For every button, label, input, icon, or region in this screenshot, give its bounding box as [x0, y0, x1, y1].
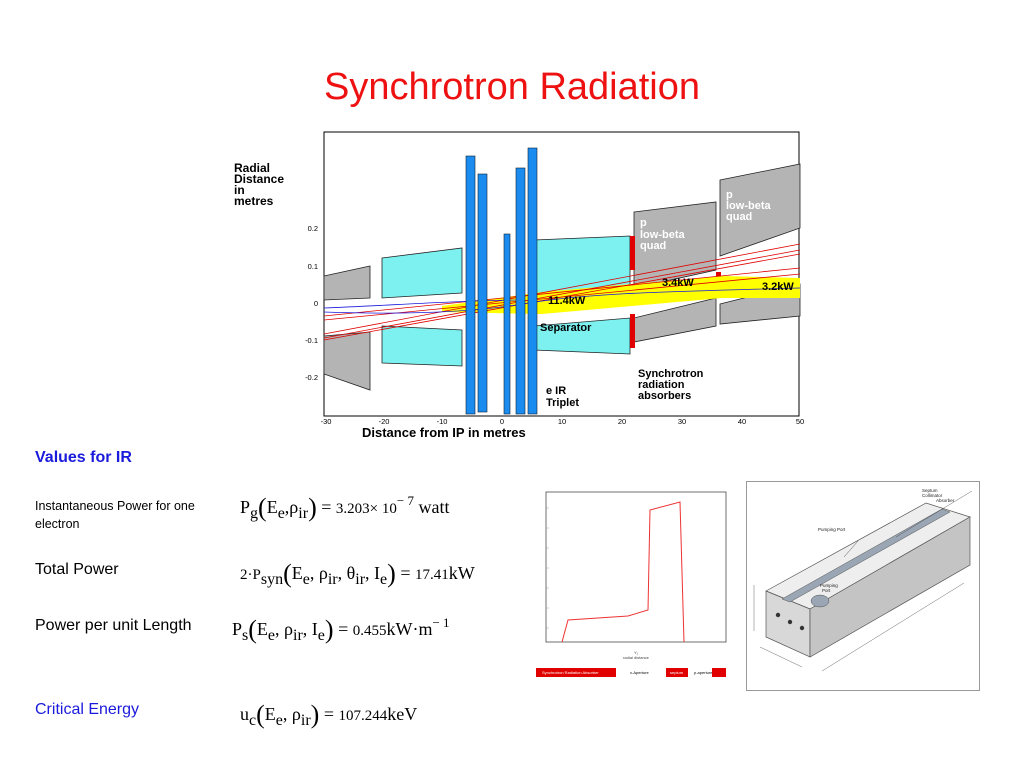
power-label: 3.4kW — [662, 277, 694, 289]
y-tick-label: -0.1 — [305, 336, 318, 345]
front-hole — [787, 619, 793, 625]
annotation-text: low-beta — [726, 200, 771, 212]
values-heading: Values for IR — [35, 449, 132, 466]
y-tick-labels: 0.2 0.1 0 -0.1 -0.2 — [305, 224, 318, 382]
absorber-3d-drawing: Septum Collimator Absorber Pumping Port … — [746, 481, 980, 691]
y-label-line: Distance — [234, 172, 284, 186]
dimension-lines — [753, 490, 973, 672]
formula-total-power: 2·Psyn(Ee, ρir, θir, Ie) = 17.41kW — [240, 559, 475, 588]
triplet-label: Triplet — [546, 397, 579, 409]
x-tick-labels: -30 -20 -10 0 10 20 30 40 50 — [321, 417, 805, 426]
pumping-port — [810, 594, 830, 608]
gray-block — [719, 163, 801, 257]
annotation-text: quad — [726, 211, 752, 223]
formula-critical-energy: uc(Ee, ρir) = 107.244keV — [240, 700, 418, 729]
absorbers-label: radiation — [638, 379, 685, 391]
magnet — [527, 147, 538, 415]
absorber-red — [630, 236, 635, 270]
block-side-face — [809, 516, 971, 658]
annotation-text: low-beta — [640, 229, 685, 241]
svg-text:radial distance: radial distance — [623, 655, 650, 660]
plot-x-label: Y₁ radial distance — [623, 650, 650, 660]
separator-label: Separator — [540, 322, 592, 334]
legend-item: p-aperture — [694, 670, 713, 675]
front-hole — [775, 612, 781, 618]
drawing-label: Septum — [922, 488, 938, 493]
power-density-plot-thumbnail: Y₁ radial distance Synchrotron Radiation… — [536, 491, 727, 677]
row-label-power-per-length: Power per unit Length — [35, 617, 192, 634]
x-tick-label: 40 — [738, 417, 746, 426]
ir-layout-diagram: Radial Distance in metres 0.2 0.1 0 -0.1… — [234, 131, 805, 440]
cyan-region — [381, 325, 463, 367]
svg-text:Y₁: Y₁ — [634, 650, 639, 655]
y-label-line: metres — [234, 194, 274, 208]
slide-title: Synchrotron Radiation — [324, 66, 700, 108]
blue-magnets — [465, 147, 538, 415]
absorbers-label: absorbers — [638, 390, 691, 402]
x-tick-label: 50 — [796, 417, 804, 426]
x-tick-label: -30 — [321, 417, 332, 426]
x-tick-label: 10 — [558, 417, 566, 426]
plot-legend: Synchrotron Radiation Absorber x-Apertur… — [536, 668, 726, 677]
x-tick-label: 20 — [618, 417, 626, 426]
gray-block — [323, 265, 371, 301]
y-tick-label: -0.2 — [305, 373, 318, 382]
y-tick-label: 0.2 — [308, 224, 318, 233]
collimator-groove — [781, 508, 951, 603]
plot-frame — [545, 491, 727, 643]
formula-instantaneous-power: Pg(Ee,ρir) = 3.203× 10− 7 watt — [240, 493, 450, 522]
legend-item: Synchrotron Radiation Absorber — [542, 670, 599, 675]
absorber-red — [630, 314, 635, 348]
cyan-region — [381, 247, 463, 299]
front-hole — [799, 625, 805, 631]
magnet — [477, 173, 488, 413]
magnet — [465, 155, 476, 415]
annotation-text: p — [640, 217, 647, 229]
triplet-label: e IR — [546, 385, 566, 397]
drawing-label: Absorber — [936, 498, 955, 503]
y-tick-label: 0.1 — [308, 262, 318, 271]
y-axis-label: Radial Distance in metres — [234, 161, 284, 208]
legend-swatch — [712, 668, 726, 677]
row-label-critical-energy: Critical Energy — [35, 701, 140, 718]
magnet — [503, 233, 511, 415]
gray-block — [323, 331, 371, 391]
power-label: 3.2kW — [762, 281, 794, 293]
plot-ticks — [546, 507, 549, 629]
drawing-label: Pumping — [820, 583, 838, 588]
row-label-instantaneous-power: Instantaneous Power for one electron — [35, 499, 195, 531]
legend-item: septum — [670, 670, 684, 675]
annotation-text: p — [726, 189, 733, 201]
annotation-text: quad — [640, 240, 666, 252]
row-label-total-power: Total Power — [35, 561, 119, 578]
x-tick-label: 0 — [500, 417, 504, 426]
drawing-label: Collimator — [922, 493, 943, 498]
legend-item: x-Aperture — [630, 670, 649, 675]
y-tick-label: 0 — [314, 299, 318, 308]
legend-swatch — [536, 668, 616, 677]
drawing-label: Pumping Port — [818, 527, 846, 532]
y-label-line: Radial — [234, 161, 270, 175]
y-label-line: in — [234, 183, 245, 197]
absorbers-label: Synchrotron — [638, 368, 704, 380]
legend-swatch — [666, 668, 688, 677]
x-tick-label: 30 — [678, 417, 686, 426]
power-label: 11.4kW — [548, 295, 586, 307]
x-tick-label: -20 — [379, 417, 390, 426]
drawing-label: Port — [822, 588, 831, 593]
power-density-curve — [561, 501, 685, 643]
x-axis-label: Distance from IP in metres — [362, 425, 526, 440]
x-tick-label: -10 — [437, 417, 448, 426]
magnet — [515, 167, 526, 415]
formula-power-per-length: Ps(Ee, ρir, Ie) = 0.455kW·m− 1 — [232, 615, 450, 644]
beam-lines — [323, 243, 801, 341]
